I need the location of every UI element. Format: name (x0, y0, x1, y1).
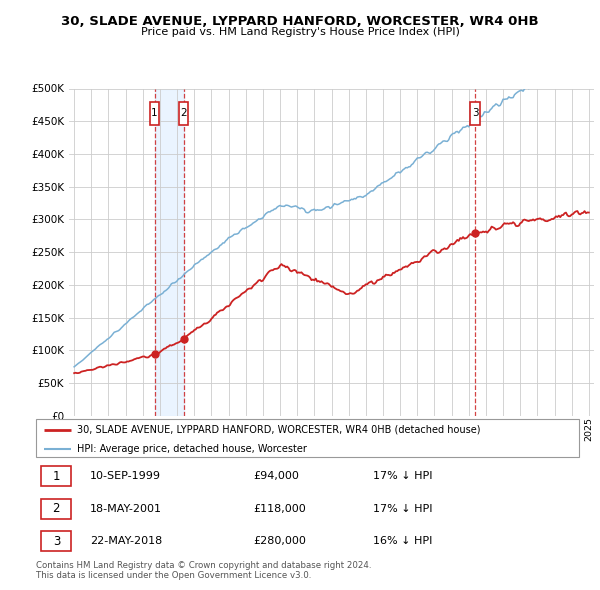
Text: £94,000: £94,000 (253, 471, 299, 481)
Text: 17% ↓ HPI: 17% ↓ HPI (373, 471, 432, 481)
Bar (155, 88, 184, 416)
Bar (41, 531, 71, 552)
Text: 1: 1 (151, 109, 158, 119)
Text: 10-SEP-1999: 10-SEP-1999 (91, 471, 161, 481)
Text: 18-MAY-2001: 18-MAY-2001 (91, 504, 162, 514)
Text: 3: 3 (53, 535, 60, 548)
Bar (179, 102, 188, 124)
Text: Price paid vs. HM Land Registry's House Price Index (HPI): Price paid vs. HM Land Registry's House … (140, 27, 460, 37)
Bar (41, 499, 71, 519)
Text: 30, SLADE AVENUE, LYPPARD HANFORD, WORCESTER, WR4 0HB: 30, SLADE AVENUE, LYPPARD HANFORD, WORCE… (61, 15, 539, 28)
Text: Contains HM Land Registry data © Crown copyright and database right 2024.
This d: Contains HM Land Registry data © Crown c… (36, 560, 371, 580)
Text: £118,000: £118,000 (253, 504, 306, 514)
Text: 22-MAY-2018: 22-MAY-2018 (91, 536, 163, 546)
Text: 2: 2 (180, 109, 187, 119)
Text: 2: 2 (53, 502, 60, 516)
Text: HPI: Average price, detached house, Worcester: HPI: Average price, detached house, Worc… (77, 444, 307, 454)
Text: 1: 1 (53, 470, 60, 483)
Text: 17% ↓ HPI: 17% ↓ HPI (373, 504, 432, 514)
Text: 30, SLADE AVENUE, LYPPARD HANFORD, WORCESTER, WR4 0HB (detached house): 30, SLADE AVENUE, LYPPARD HANFORD, WORCE… (77, 425, 480, 435)
Text: 16% ↓ HPI: 16% ↓ HPI (373, 536, 432, 546)
Text: £280,000: £280,000 (253, 536, 306, 546)
Bar (470, 102, 480, 124)
Bar (150, 102, 160, 124)
Text: 3: 3 (472, 109, 479, 119)
Bar (41, 466, 71, 487)
